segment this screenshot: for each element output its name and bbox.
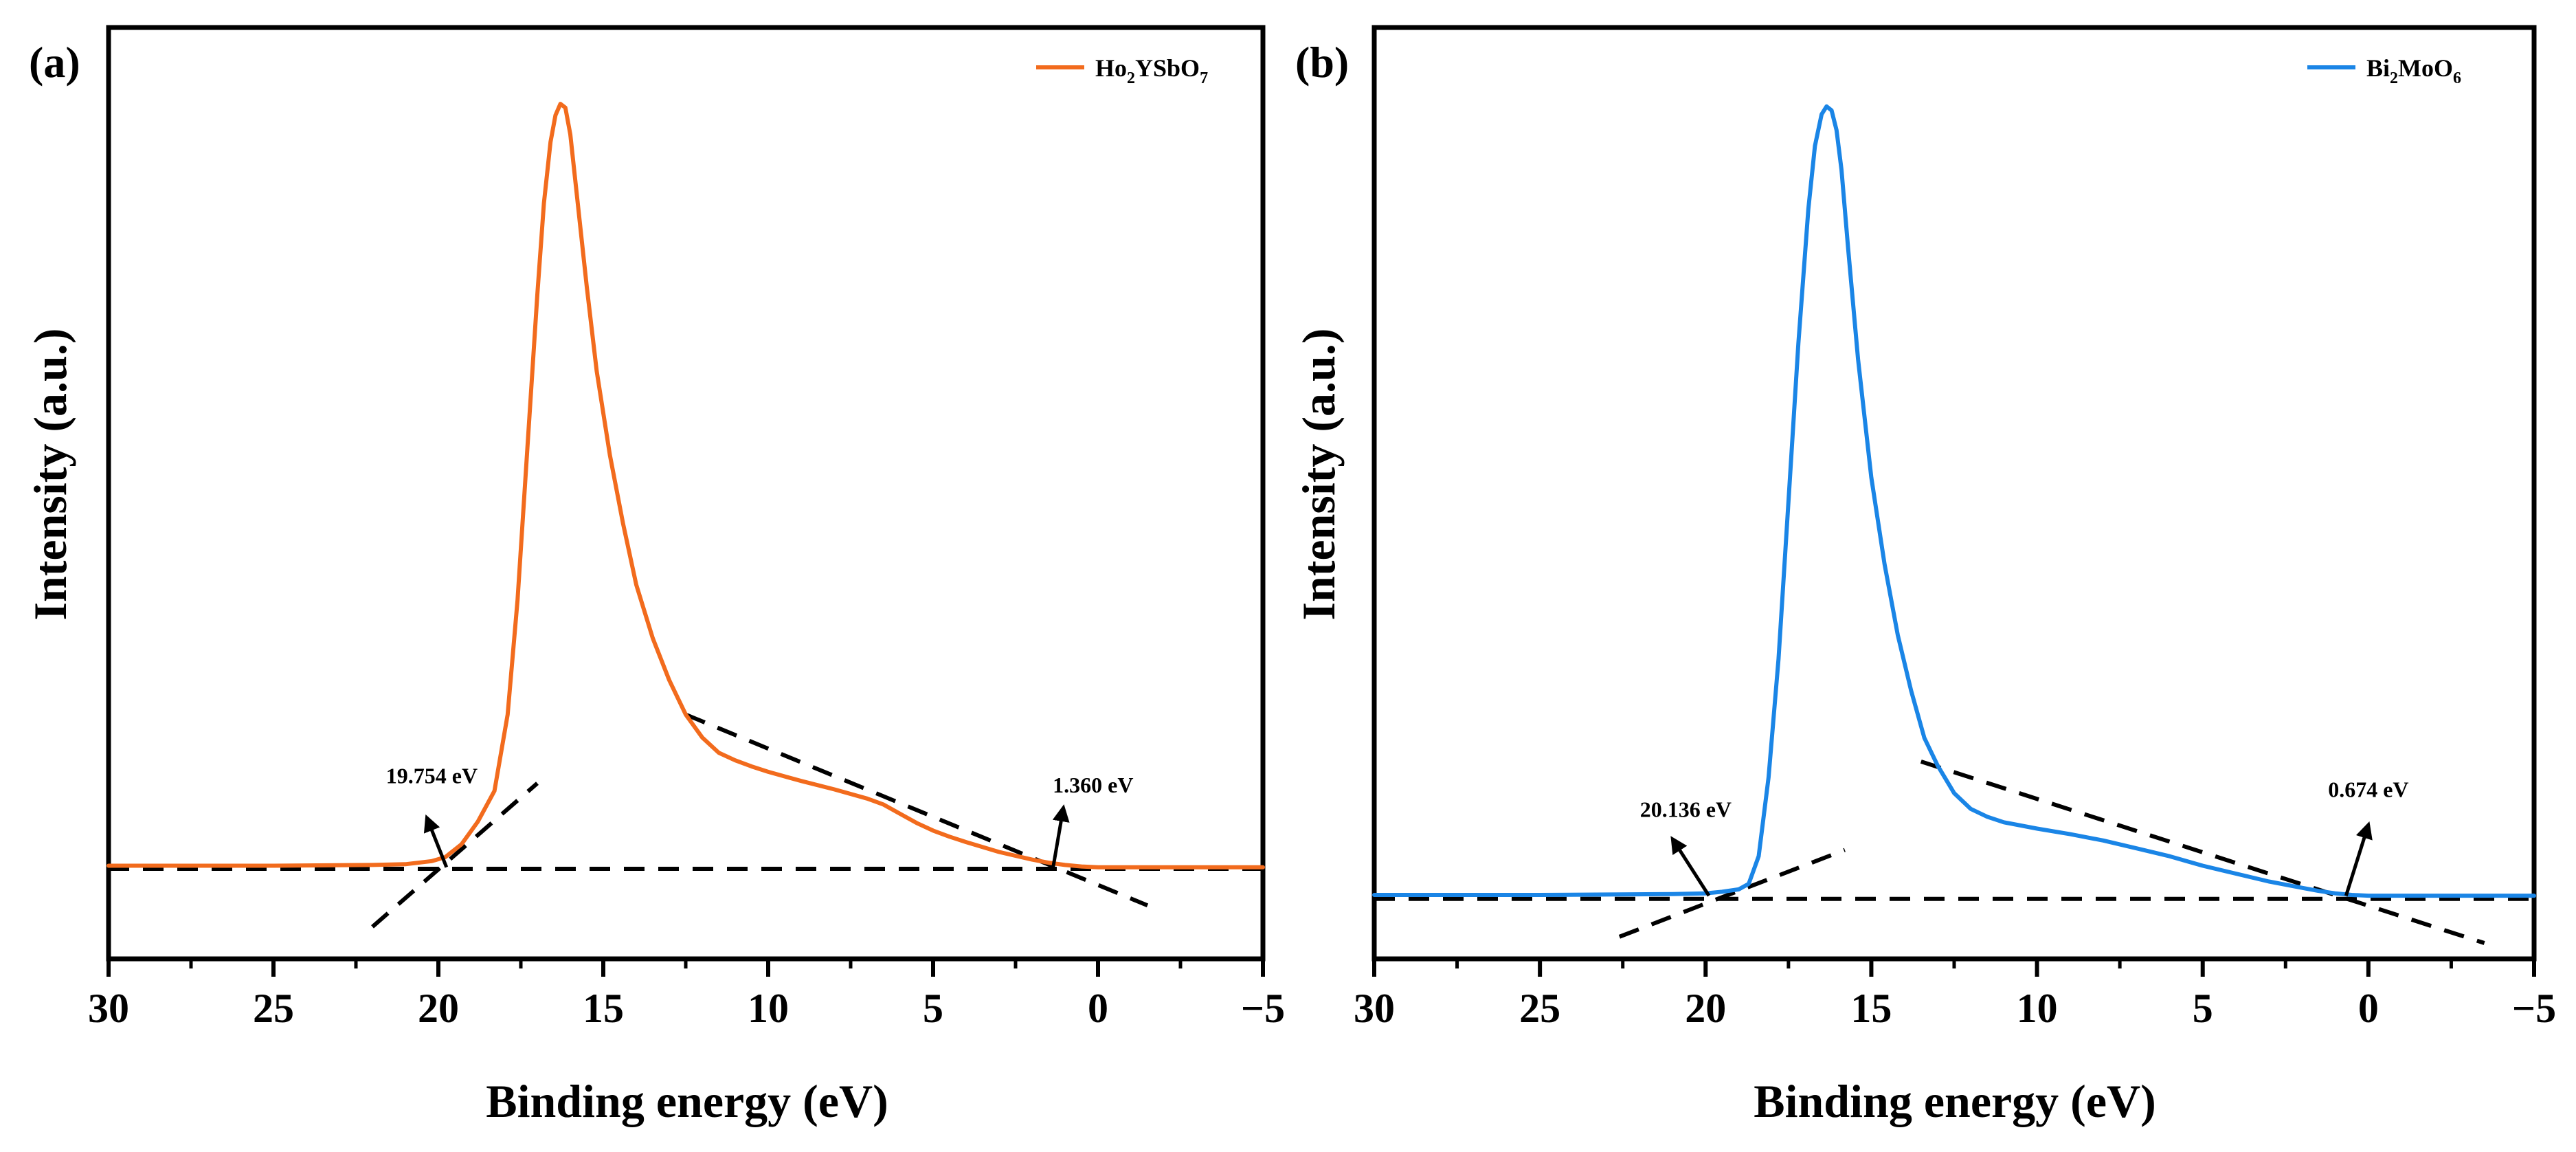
x-tick-label-a: 5	[923, 986, 943, 1031]
annotation-arrow-b	[2344, 821, 2373, 896]
panel-label-a: (a)	[29, 38, 80, 87]
chart-panel-b: (b) 30 25 20 15 10 5 0 −5 Bi2​MoO6​ 20.136 eV 0.67…	[1292, 25, 2556, 1127]
x-tick-label-a: 25	[253, 986, 294, 1031]
annotation-label-b: 20.136 eV	[1640, 797, 1732, 821]
x-tick-label-a: 20	[418, 986, 459, 1031]
x-tick-label-a: 30	[88, 986, 129, 1031]
plot-frame-b	[1371, 25, 2537, 962]
annotation-label-a: 1.360 eV	[1053, 773, 1133, 797]
y-axis-title-a: Intensity (a.u.)	[24, 328, 76, 620]
x-tick-label-a: 10	[748, 986, 789, 1031]
fit-line-b	[1920, 760, 2485, 945]
x-tick-label-a: 0	[1088, 986, 1108, 1031]
x-tick-label-b: 0	[2358, 986, 2379, 1031]
panel-label-b: (b)	[1295, 38, 1349, 87]
legend-label-a: Ho2​YSbO7​	[1095, 54, 1208, 87]
series-line-b	[1372, 104, 2536, 898]
fit-line-b	[1618, 848, 1846, 939]
fit-line-a	[371, 782, 539, 929]
x-tick-label-b: 20	[1685, 986, 1726, 1031]
x-tick-label-b: 25	[1519, 986, 1560, 1031]
fit-line-a	[684, 712, 1149, 908]
x-tick-label-b: 30	[1354, 986, 1395, 1031]
annotation-arrow-b	[1670, 836, 1711, 897]
x-axis-title-a: Binding energy (eV)	[486, 1075, 888, 1127]
plot-frame-a	[106, 25, 1266, 962]
x-tick-label-a: −5	[1241, 986, 1285, 1031]
x-tick-label-b: 5	[2193, 986, 2213, 1031]
y-axis-title-b: Intensity (a.u.)	[1292, 328, 1345, 620]
chart-panel-a: (a) 30 25 20 15 10 5 0 −5 Ho2​YSbO7​ 19.754 eV 1.3…	[24, 25, 1285, 1127]
series-line-a	[107, 102, 1265, 869]
plot-area-b: 30 25 20 15 10 5 0 −5 Bi2​MoO6​ 20.136 eV 0.674 eV	[1354, 25, 2556, 1031]
annotation-label-a: 19.754 eV	[386, 764, 478, 788]
annotation-label-b: 0.674 eV	[2328, 777, 2408, 802]
legend-label-b: Bi2​MoO6​	[2366, 54, 2461, 87]
x-axis-title-b: Binding energy (eV)	[1754, 1075, 2156, 1127]
annotation-arrow-a	[423, 814, 449, 868]
x-tick-label-a: 15	[583, 986, 624, 1031]
x-tick-label-b: 15	[1850, 986, 1892, 1031]
x-tick-label-b: −5	[2512, 986, 2556, 1031]
x-tick-label-b: 10	[2017, 986, 2058, 1031]
annotation-arrow-a	[1051, 804, 1070, 868]
plot-area-a: 30 25 20 15 10 5 0 −5 Ho2​YSbO7​ 19.754 eV 1.360 e…	[88, 25, 1285, 1031]
